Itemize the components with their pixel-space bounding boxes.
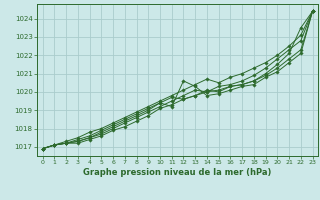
X-axis label: Graphe pression niveau de la mer (hPa): Graphe pression niveau de la mer (hPa): [84, 168, 272, 177]
